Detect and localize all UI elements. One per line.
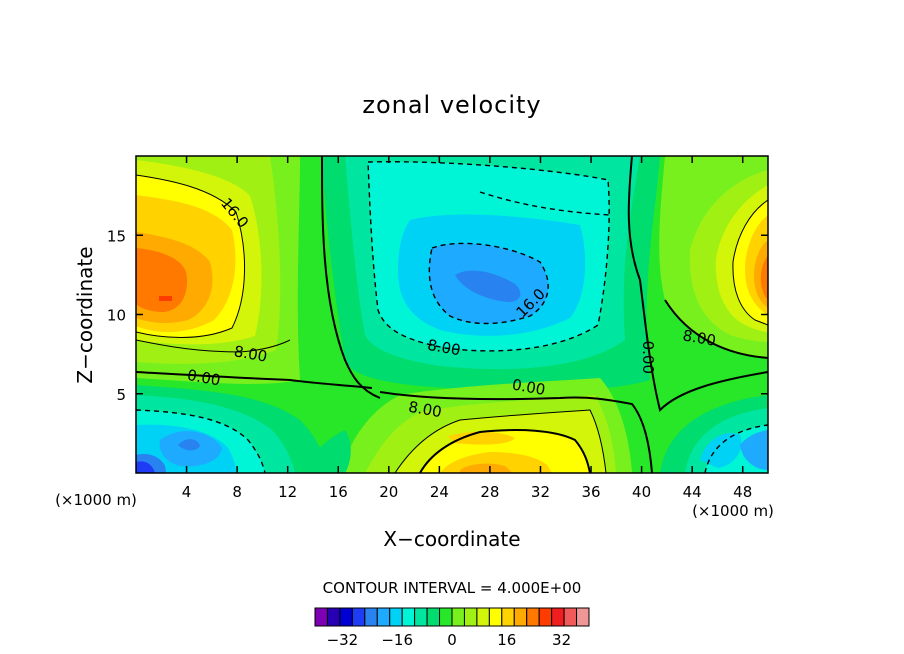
contour-sixteen-bottom (419, 429, 591, 473)
colorbar-swatch-3 (351, 607, 366, 627)
contour-eight-bottom (394, 409, 607, 473)
field-band-lower-left-8 (136, 461, 155, 473)
x-tick-label-1: 8 (232, 483, 242, 501)
contour-zero-right (627, 156, 768, 412)
colorbar-tick-labels: −32 −16 0 16 32 (327, 631, 572, 649)
field-band-bottom-center-8 (300, 430, 351, 473)
contour-label-7: 0.00 (639, 341, 657, 374)
x-axis-unit-right: (×1000 m) (692, 502, 774, 520)
field-band-lower-right-4 (700, 432, 742, 468)
colorbar-swatch-17 (526, 607, 540, 627)
colorbar-tick-label-1: −16 (381, 631, 413, 649)
x-tick-label-2: 12 (278, 483, 297, 501)
x-tick-label-0: 4 (182, 483, 192, 501)
field-band-left-upper-9 (159, 296, 172, 301)
y-tick-label-1: 10 (107, 307, 126, 325)
contour-dashed-neg-sixteen-center (428, 242, 549, 325)
colorbar-swatch-4 (364, 607, 378, 627)
y-tick-label-2: 15 (107, 227, 126, 245)
x-tick-label-3: 16 (329, 483, 348, 501)
contour-label-2: 0.00 (186, 366, 222, 390)
y-tick-label-0: 5 (116, 386, 126, 404)
x-tick-label-7: 32 (531, 483, 550, 501)
colorbar-swatch-9 (426, 607, 441, 627)
colorbar-tick-label-2: 0 (447, 631, 457, 649)
chart-title: zonal velocity (362, 91, 541, 119)
colorbar-swatch-12 (463, 607, 478, 627)
colorbar-swatch-10 (439, 607, 453, 627)
colorbar-swatch-7 (401, 607, 416, 627)
x-axis: 4 8 12 16 20 24 28 32 36 40 44 48 (182, 156, 752, 501)
field-band-right-upper-7 (760, 255, 768, 300)
contour-dashed-neg-lower-right (704, 424, 768, 473)
x-tick-label-9: 40 (632, 483, 651, 501)
x-tick-label-10: 44 (683, 483, 702, 501)
x-axis-label: X−coordinate (383, 527, 520, 551)
field-band-bottom-center-6 (448, 431, 515, 445)
x-axis-unit-left: (×1000 m) (55, 491, 137, 509)
contour-label-1: 8.00 (233, 342, 269, 366)
colorbar-swatch-20 (563, 607, 578, 627)
colorbar-swatch-6 (389, 607, 403, 627)
colorbar-swatch-5 (376, 607, 391, 627)
colorbar-swatch-21 (576, 607, 590, 627)
colorbar-swatch-11 (451, 607, 465, 627)
contour-label-4: 8.00 (426, 336, 462, 360)
field-band-left-upper-7 (136, 248, 188, 312)
y-axis: 5 10 15 (107, 227, 768, 404)
contour-dashed-neg-lower-left (136, 409, 266, 473)
contour-label-8: 8.00 (681, 326, 717, 350)
field-band-lower-left-6 (178, 439, 200, 451)
colorbar (314, 607, 590, 627)
colorbar-swatch-15 (501, 607, 515, 627)
colorbar-swatch-0 (314, 607, 328, 627)
velocity-field (136, 156, 768, 473)
field-band-left-upper-8 (165, 220, 205, 235)
field-band-center-upper-6 (455, 270, 521, 302)
contour-dashed-neg-upper-right (479, 191, 611, 216)
y-axis-label: Z−coordinate (73, 246, 97, 383)
x-tick-label-8: 36 (581, 483, 600, 501)
contour-label-5: 0.00 (511, 375, 547, 399)
contour-zero-left-vertical (321, 156, 381, 399)
colorbar-tick-label-3: 16 (497, 631, 516, 649)
contour-eight-right (664, 299, 768, 359)
colorbar-swatch-18 (538, 607, 553, 627)
contour-dashed-neg-eight-center (367, 161, 610, 352)
contour-zero-central (379, 391, 653, 473)
field-band-bottom-center-7 (460, 463, 512, 473)
contour-sixteen-right (732, 199, 768, 326)
contour-zero-lower-left (136, 371, 373, 389)
x-tick-label-5: 24 (430, 483, 449, 501)
colorbar-swatch-16 (513, 607, 528, 627)
colorbar-swatch-14 (488, 607, 503, 627)
x-tick-label-6: 28 (480, 483, 499, 501)
colorbar-swatch-2 (339, 607, 353, 627)
contour-interval-text: CONTOUR INTERVAL = 4.000E+00 (323, 579, 582, 597)
contour-label-6: 8.00 (407, 398, 443, 422)
x-tick-label-4: 20 (379, 483, 398, 501)
contour-eight-left (136, 339, 291, 353)
colorbar-swatch-1 (326, 607, 341, 627)
field-band-lower-right-5 (740, 430, 768, 470)
contour-sixteen-left (136, 174, 245, 338)
colorbar-swatch-19 (551, 607, 565, 627)
colorbar-tick-label-0: −32 (327, 631, 359, 649)
x-tick-label-11: 48 (733, 483, 752, 501)
colorbar-tick-label-4: 32 (552, 631, 571, 649)
colorbar-swatch-13 (476, 607, 490, 627)
colorbar-swatch-8 (414, 607, 428, 627)
